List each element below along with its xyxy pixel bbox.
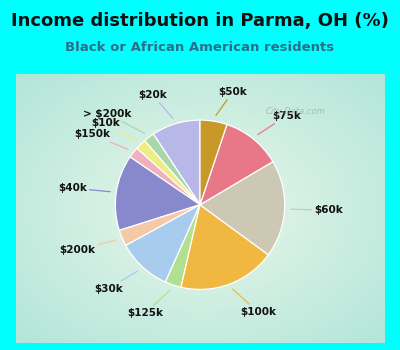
Text: $100k: $100k xyxy=(233,289,276,317)
Text: $50k: $50k xyxy=(216,87,247,116)
Wedge shape xyxy=(137,141,200,205)
Text: Income distribution in Parma, OH (%): Income distribution in Parma, OH (%) xyxy=(11,12,389,30)
Text: $125k: $125k xyxy=(128,290,170,318)
Text: > $200k: > $200k xyxy=(83,108,144,133)
Text: $30k: $30k xyxy=(94,271,138,294)
Text: $60k: $60k xyxy=(291,205,343,215)
Wedge shape xyxy=(200,120,227,205)
Text: $10k: $10k xyxy=(91,118,136,141)
Wedge shape xyxy=(200,125,273,205)
Wedge shape xyxy=(126,205,200,282)
Text: $75k: $75k xyxy=(258,111,301,135)
Wedge shape xyxy=(145,134,200,205)
Text: $200k: $200k xyxy=(59,240,116,255)
Wedge shape xyxy=(200,162,285,255)
Wedge shape xyxy=(181,205,268,289)
Wedge shape xyxy=(165,205,200,287)
Wedge shape xyxy=(153,120,200,205)
Wedge shape xyxy=(130,148,200,205)
Wedge shape xyxy=(115,157,200,230)
Text: $150k: $150k xyxy=(74,129,128,149)
Text: $40k: $40k xyxy=(58,183,110,193)
Wedge shape xyxy=(119,205,200,245)
Text: $20k: $20k xyxy=(138,90,173,118)
Text: City-Data.com: City-Data.com xyxy=(266,107,326,117)
Text: Black or African American residents: Black or African American residents xyxy=(66,41,334,54)
